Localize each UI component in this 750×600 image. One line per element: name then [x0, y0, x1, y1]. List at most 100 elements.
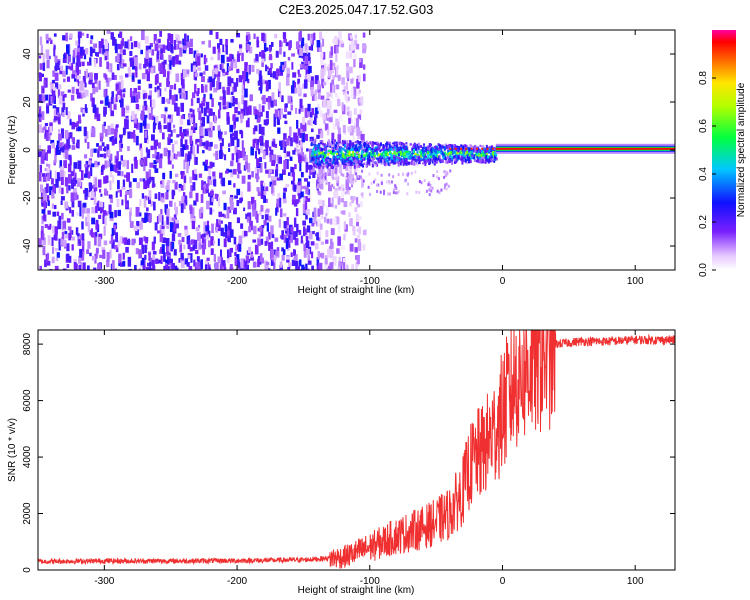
heatmap-cell	[71, 244, 74, 251]
heatmap-cell	[310, 143, 313, 147]
heatmap-cell	[376, 183, 379, 187]
heatmap-cell	[322, 51, 326, 60]
heatmap-cell	[127, 39, 130, 50]
heatmap-cell	[144, 244, 147, 254]
heatmap-cell	[40, 225, 44, 235]
heatmap-cell	[402, 161, 405, 164]
heatmap-cell	[194, 266, 197, 270]
heatmap-cell	[82, 245, 85, 255]
heatmap-cell	[53, 118, 57, 123]
heatmap-cell	[72, 173, 76, 182]
heatmap-cell	[437, 143, 440, 147]
heatmap-cell	[213, 72, 216, 80]
heatmap-cell	[66, 44, 70, 55]
heatmap-cell	[456, 145, 459, 148]
heatmap-cell	[47, 253, 50, 260]
heatmap-cell	[285, 241, 289, 249]
heatmap-cell	[314, 147, 317, 152]
heatmap-cell	[90, 190, 94, 199]
heatmap-cell	[112, 224, 117, 231]
heatmap-cell	[144, 36, 149, 44]
heatmap-cell	[269, 146, 272, 152]
heatmap-cell	[324, 123, 329, 131]
heatmap-cell	[488, 158, 491, 162]
heatmap-cell	[69, 33, 73, 39]
heatmap-cell	[430, 149, 433, 154]
heatmap-cell	[466, 150, 469, 154]
heatmap-cell	[334, 92, 338, 97]
heatmap-cell	[103, 106, 107, 115]
heatmap-cell	[296, 148, 300, 156]
heatmap-cell	[125, 190, 129, 196]
heatmap-cell	[420, 150, 423, 154]
heatmap-cell	[96, 143, 99, 147]
heatmap-cell	[147, 106, 151, 114]
heatmap-cell	[450, 155, 453, 159]
heatmap-cell	[265, 208, 270, 213]
heatmap-cell	[395, 157, 398, 161]
heatmap-cell	[472, 157, 475, 160]
heatmap-cell	[207, 240, 211, 248]
heatmap-cell	[148, 49, 152, 54]
heatmap-cell	[468, 144, 471, 147]
heatmap-cell	[43, 79, 47, 88]
heatmap-cell	[228, 147, 231, 152]
heatmap-cell	[273, 99, 278, 107]
heatmap-cell	[101, 124, 106, 133]
heatmap-cell	[217, 196, 220, 207]
heatmap-cell	[103, 176, 107, 184]
heatmap-cell	[188, 266, 193, 270]
heatmap-cell	[352, 146, 355, 149]
heatmap-cell	[167, 71, 170, 80]
heatmap-cell	[361, 183, 364, 187]
heatmap-cell	[310, 128, 314, 133]
heatmap-cell	[103, 153, 107, 159]
heatmap-cell	[358, 130, 363, 139]
heatmap-cell	[89, 40, 93, 45]
heatmap-cell	[112, 36, 116, 46]
heatmap-cell	[248, 64, 251, 75]
heatmap-cell	[161, 132, 165, 140]
heatmap-cell	[98, 46, 102, 54]
heatmap-cell	[47, 210, 51, 215]
heatmap-cell	[391, 159, 394, 163]
heatmap-cell	[310, 154, 313, 157]
heatmap-cell	[408, 161, 411, 164]
heatmap-cell	[43, 200, 46, 211]
heatmap-cell	[145, 125, 148, 130]
heatmap-cell	[49, 126, 53, 133]
heatmap-cell	[444, 160, 447, 164]
heatmap-cell	[266, 97, 269, 102]
heatmap-cell	[133, 87, 138, 94]
heatmap-cell	[190, 126, 195, 131]
heatmap-cell	[367, 157, 370, 161]
heatmap-cell	[342, 82, 345, 90]
heatmap-cell	[464, 157, 467, 160]
colorbar-gradient	[712, 30, 736, 270]
heatmap-cell	[208, 179, 213, 185]
heatmap-cell	[340, 42, 345, 48]
heatmap-cell	[86, 61, 90, 66]
heatmap-cell	[216, 80, 220, 91]
heatmap-cell	[110, 96, 114, 104]
heatmap-cell	[317, 251, 321, 260]
heatmap-cell	[316, 162, 319, 166]
heatmap-cell	[351, 184, 354, 188]
heatmap-cell	[299, 161, 302, 172]
y-tick-label: 0	[22, 147, 33, 153]
heatmap-cell	[58, 149, 61, 155]
heatmap-cell	[278, 110, 282, 120]
heatmap-cell	[205, 260, 208, 267]
heatmap-cell	[206, 220, 210, 228]
heatmap-cell	[325, 205, 329, 215]
heatmap-cell	[125, 106, 130, 111]
heatmap-cell	[148, 61, 152, 68]
x-tick-label: 0	[500, 276, 506, 287]
heatmap-cell	[345, 164, 349, 171]
heatmap-cell	[88, 76, 93, 85]
heatmap-cell	[268, 67, 272, 74]
heatmap-cell	[358, 216, 362, 220]
heatmap-cell	[62, 268, 67, 270]
heatmap-cell	[429, 162, 432, 165]
heatmap-cell	[64, 201, 69, 209]
